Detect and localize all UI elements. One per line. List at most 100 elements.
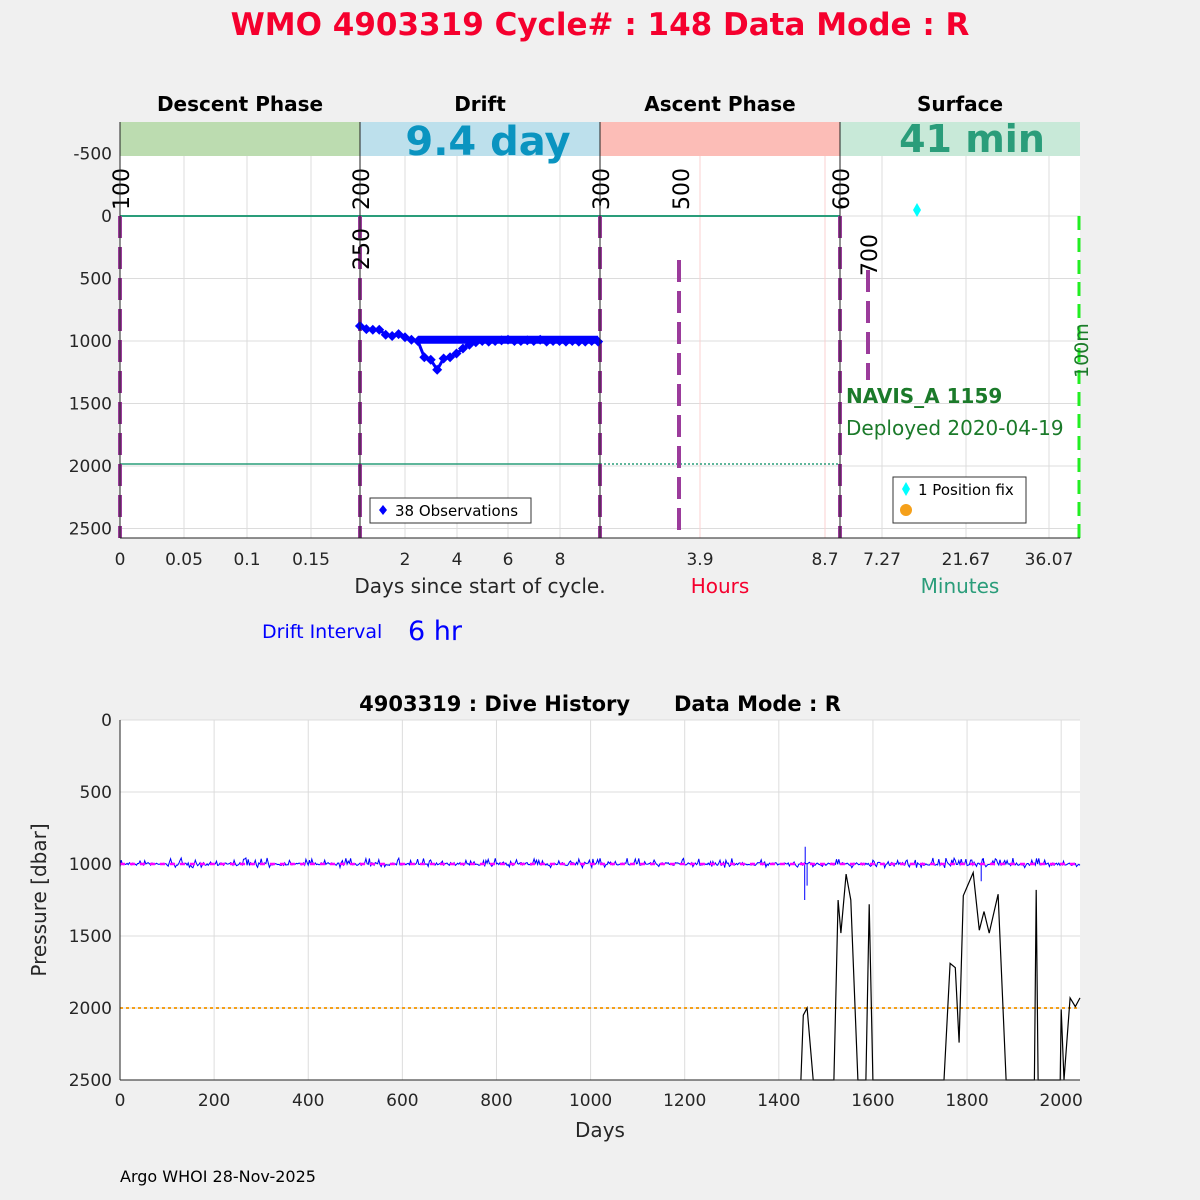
drift-observation-point <box>593 336 604 347</box>
marker-label-500: 500 <box>670 168 695 210</box>
phase-label-ascent: Ascent Phase <box>644 92 795 116</box>
dive-history-title: 4903319 : Dive History Data Mode : R <box>359 692 841 716</box>
y-tick-label: 500 <box>80 270 112 290</box>
x-tick-label: 200 <box>198 1091 230 1111</box>
marker-label-700: 700 <box>858 234 883 276</box>
y-tick-label: -500 <box>73 145 112 165</box>
y-tick-label: 1000 <box>69 855 112 875</box>
x-tick-drift: 2 <box>400 550 411 570</box>
drift-observation-point <box>438 353 449 364</box>
drift-observation-point <box>490 336 501 346</box>
dive-history-plot-area <box>120 720 1080 1080</box>
descent-banner <box>120 122 360 156</box>
drift-observation-point <box>515 336 526 346</box>
drift-duration: 9.4 day <box>405 119 570 165</box>
drift-observations <box>354 321 604 375</box>
drift-observation-point <box>457 343 468 354</box>
surface-banner <box>840 122 1080 156</box>
ascent-banner <box>600 122 840 156</box>
marker-label-300: 300 <box>590 168 615 210</box>
drift-observation-point <box>554 336 565 346</box>
phase-label-surface: Surface <box>917 92 1003 116</box>
x-tick-label: 0 <box>115 1091 126 1111</box>
drift-observation-point <box>580 336 591 347</box>
drift-observation-point <box>503 334 513 345</box>
x-tick-label: 400 <box>292 1091 324 1111</box>
drift-observation-point <box>451 348 462 359</box>
drift-observation-point <box>586 336 597 346</box>
x-tick-descent: 0.15 <box>292 550 330 570</box>
marker-label-600: 600 <box>830 168 855 210</box>
x-tick-descent: 0.1 <box>233 550 260 570</box>
legend-position: 1 Position fix <box>892 476 1027 524</box>
drift-observation-point <box>528 336 539 346</box>
float-name: NAVIS_A 1159 <box>846 384 1002 408</box>
position-fix-icon <box>902 482 910 496</box>
y-tick-label: 2500 <box>69 1071 112 1091</box>
drift-observation-point <box>522 335 533 346</box>
x-tick-minutes: 21.67 <box>942 550 991 570</box>
drift-observation-point <box>548 336 559 346</box>
drift-observation-point <box>509 336 520 346</box>
phase-label-descent: Descent Phase <box>157 92 323 116</box>
drift-observation-point <box>573 336 584 347</box>
legend-position-label: 1 Position fix <box>918 481 1014 499</box>
y-tick-label: 1000 <box>69 332 112 352</box>
x-tick-drift: 8 <box>555 550 566 570</box>
drift-observation-point <box>496 335 507 346</box>
y-tick-label: 500 <box>80 783 112 803</box>
depth-marker-label: 100m <box>1071 323 1093 378</box>
x-tick-hours: 3.9 <box>686 550 713 570</box>
y-tick-label: 1500 <box>69 927 112 947</box>
legend-observations-label: 38 Observations <box>395 502 518 520</box>
y-tick-label: 0 <box>101 207 112 227</box>
y-tick-label: 2000 <box>69 457 112 477</box>
drift-observation-point <box>470 337 481 348</box>
drift-observation-point <box>567 336 578 346</box>
drift-observation-point <box>361 324 372 335</box>
y-tick-label: 0 <box>101 711 112 731</box>
surface-duration: 41 min <box>899 117 1045 161</box>
marker-label-100: 100 <box>110 168 135 210</box>
drift-observation-point <box>483 336 494 347</box>
x-tick-drift: 6 <box>503 550 514 570</box>
drift-observation-point <box>425 354 436 365</box>
drift-interval-label: Drift Interval <box>262 621 382 643</box>
x-tick-label: 1200 <box>663 1091 706 1111</box>
x-tick-descent: 0.05 <box>165 550 203 570</box>
xlabel-minutes: Minutes <box>921 574 1000 598</box>
drift-banner <box>360 122 600 156</box>
marker-label-200: 200 <box>350 168 375 210</box>
drift-observation-point <box>541 336 552 347</box>
y-tick-label: 2000 <box>69 999 112 1019</box>
drift-observation-point <box>380 329 391 340</box>
xlabel-days: Days since start of cycle. <box>354 574 605 598</box>
x-tick-label: 1600 <box>851 1091 894 1111</box>
orange-marker-icon <box>900 504 912 516</box>
drift-observation-point <box>445 352 456 363</box>
x-tick-label: 600 <box>386 1091 418 1111</box>
drift-interval-value: 6 hr <box>408 616 463 647</box>
footer-credit: Argo WHOI 28-Nov-2025 <box>120 1167 316 1186</box>
observation-marker-icon <box>379 505 387 515</box>
x-tick-hours: 8.7 <box>811 550 838 570</box>
figure-title: WMO 4903319 Cycle# : 148 Data Mode : R <box>231 7 970 43</box>
x-tick-label: 800 <box>480 1091 512 1111</box>
xlabel-hours: Hours <box>691 574 750 598</box>
marker-label-250: 250 <box>350 228 375 270</box>
drift-observation-point <box>432 364 443 375</box>
deployed-date: Deployed 2020-04-19 <box>846 416 1064 440</box>
legend-observations: 38 Observations <box>369 497 532 524</box>
drift-observation-point <box>374 324 385 335</box>
drift-observation-point <box>412 336 423 346</box>
y-tick-label: 1500 <box>69 395 112 415</box>
x-tick-minutes: 7.27 <box>863 550 901 570</box>
drift-observation-point <box>406 334 417 345</box>
ylabel-pressure: Pressure [dbar] <box>27 823 51 976</box>
x-tick-label: 2000 <box>1040 1091 1083 1111</box>
xlabel-dive-days: Days <box>575 1118 625 1142</box>
position-fix-marker <box>913 203 921 217</box>
x-tick-label: 1800 <box>945 1091 988 1111</box>
